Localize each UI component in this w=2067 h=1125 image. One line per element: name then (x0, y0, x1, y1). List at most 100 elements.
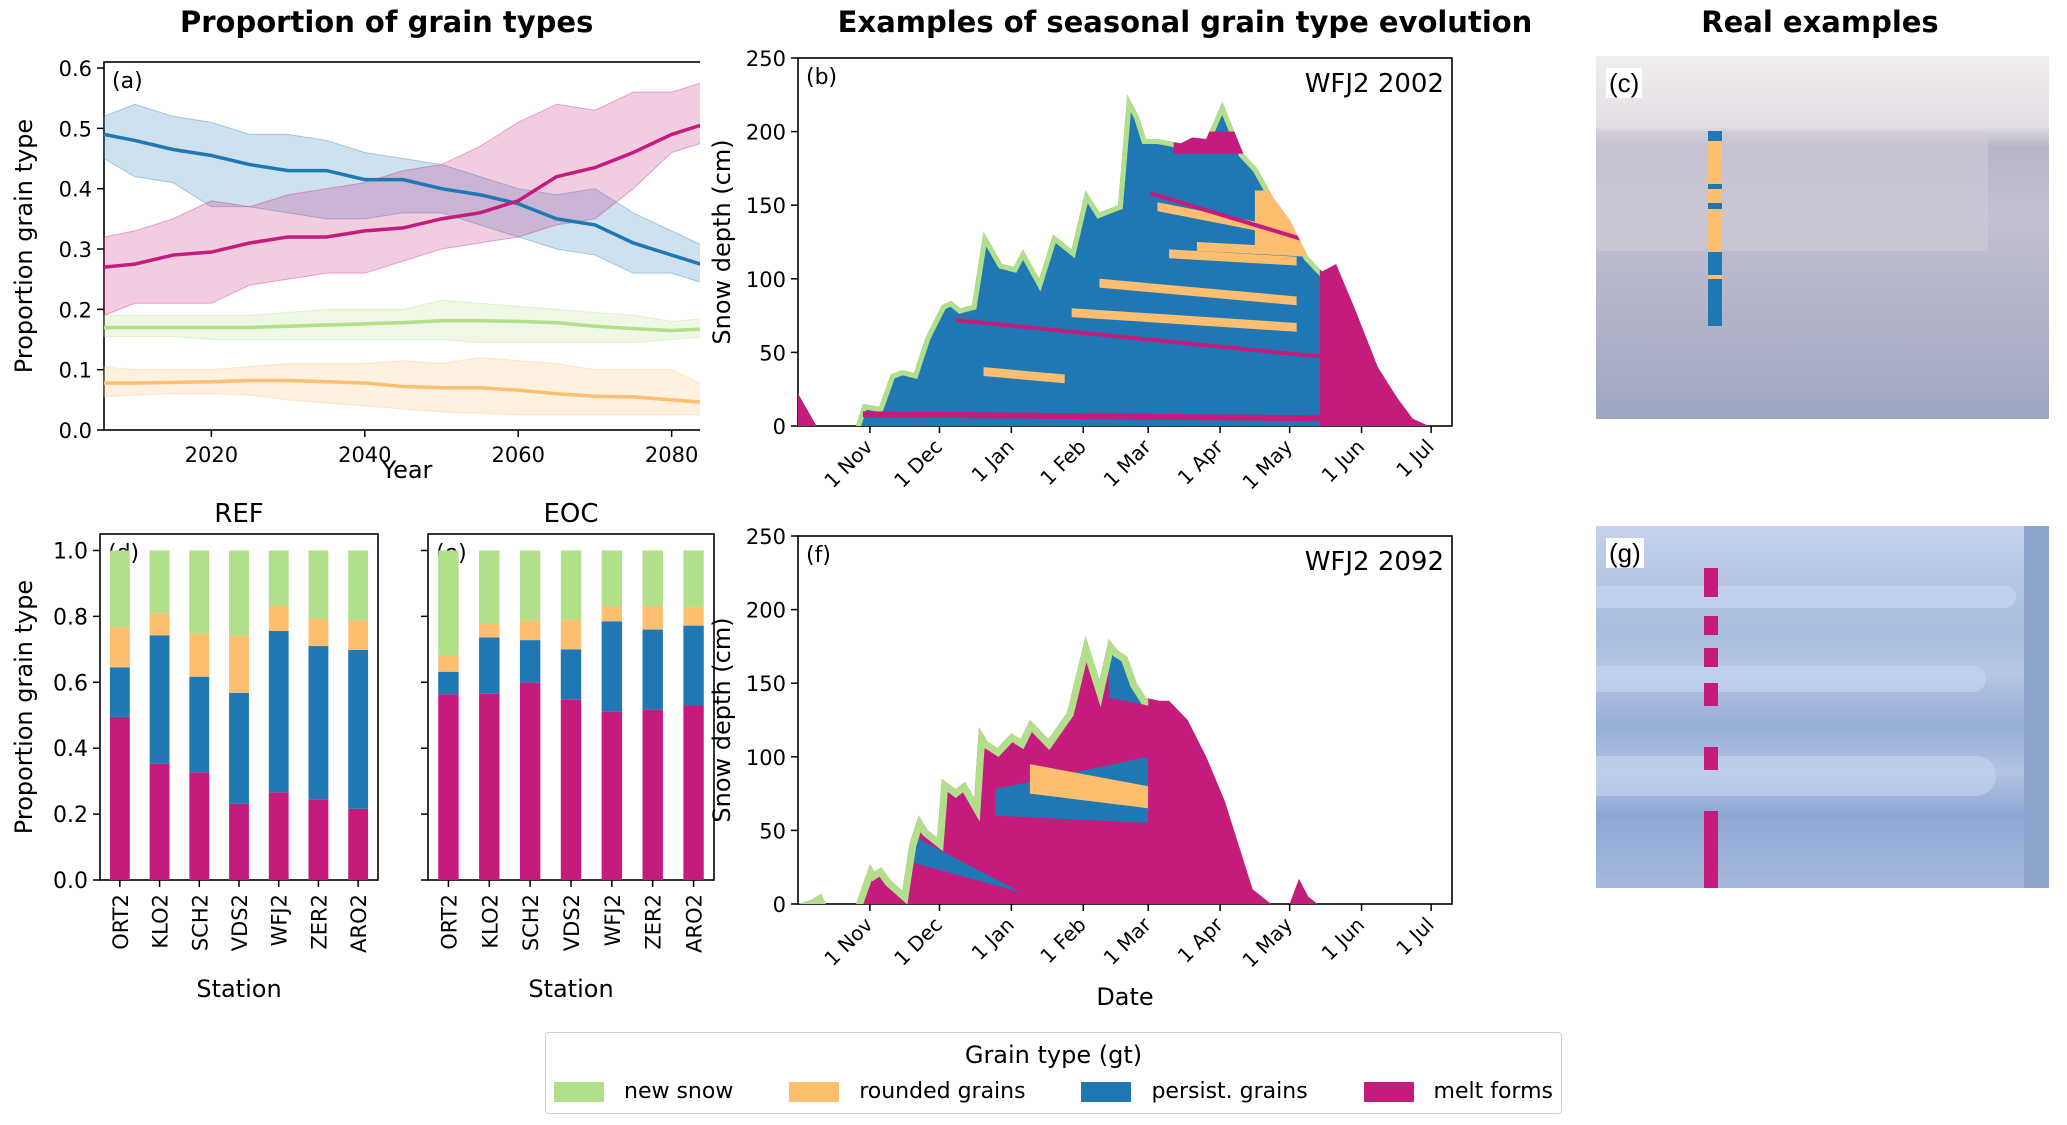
x-tick-label: ARO2 (683, 894, 707, 953)
x-tick-label: 1 Feb (1035, 435, 1091, 491)
legend-item-new-snow: new snow (554, 1079, 733, 1104)
y-tick-label: 0.2 (59, 298, 92, 322)
y-tick-label: 0.4 (59, 178, 92, 202)
bar-new_snow (308, 550, 329, 620)
title-proportion: Proportion of grain types (180, 5, 594, 39)
bar-persist_grains (642, 629, 663, 710)
grain-layers (798, 94, 1443, 427)
bar-new_snow (601, 550, 623, 607)
legend-title: Grain type (gt) (964, 1041, 1143, 1069)
bar-melt_forms (348, 808, 369, 880)
bar-rounded_grains (683, 607, 704, 626)
bar-melt_forms (189, 772, 210, 880)
x-tick-label: 1 Feb (1035, 913, 1091, 969)
panel-b-snow-depth-2002: 0 50 100 150 200 250 Snow depth (cm) (b) WFJ2 20… (708, 47, 1453, 494)
x-tick-label: 1 Nov (819, 912, 877, 970)
legend-label-rounded-grains: rounded grains (859, 1079, 1026, 1104)
x-tick-label: 1 May (1237, 434, 1297, 494)
layer-rounded-grains (1071, 308, 1297, 332)
x-tick-label: VDS2 (560, 894, 584, 951)
bar-new_snow (229, 550, 249, 636)
bar-persist_grains (519, 640, 541, 683)
x-tick-label: KLO2 (149, 894, 173, 949)
bar-persist_grains (560, 649, 582, 700)
y-tick-label: 250 (746, 47, 786, 71)
x-tick-label: 1 Jul (1391, 435, 1439, 483)
panel-label: (a) (112, 69, 143, 94)
y-tick-label: 50 (759, 341, 786, 365)
layer-melt-forms (1319, 94, 1443, 426)
grain-layers (798, 636, 1448, 904)
x-tick-label: 1 Mar (1099, 912, 1157, 970)
legend-swatch-melt-forms (1363, 1081, 1414, 1102)
bar-rounded_grains (189, 633, 210, 677)
x-tick-label: SCH2 (188, 894, 212, 951)
bar-rounded_grains (601, 606, 623, 622)
x-tick-label: 1 Mar (1099, 434, 1157, 492)
bar-rounded_grains (438, 655, 459, 672)
photo-g-layer-1 (1596, 586, 2016, 608)
profile-segment-persist-grains (1708, 279, 1722, 326)
layer-rounded-grains (1169, 249, 1297, 266)
bar-new_snow (109, 550, 130, 628)
layer-melt-forms (1148, 636, 1448, 904)
bar-new_snow (438, 550, 459, 656)
x-tick-label: 2020 (185, 443, 238, 467)
bar-persist_grains (601, 621, 623, 712)
bar-persist_grains (479, 637, 500, 694)
bar-new_snow (189, 550, 210, 634)
bar-melt_forms (642, 709, 663, 880)
x-tick-label: 1 Apr (1173, 912, 1228, 967)
x-tick-label: 1 May (1237, 912, 1297, 972)
bar-rounded_grains (642, 606, 663, 630)
bar-new_snow (149, 550, 170, 614)
x-axis-label: Station (528, 975, 613, 1003)
profile-segment-rounded-grains (1708, 189, 1722, 204)
bar-rounded_grains (479, 623, 500, 638)
station-year-annotation: WFJ2 2002 (1305, 69, 1444, 99)
x-tick-label: VDS2 (228, 894, 252, 951)
subplot-title: REF (214, 499, 263, 529)
profile-segment-melt-forms (1704, 616, 1718, 636)
bar-melt_forms (519, 682, 541, 880)
x-tick-label: ORT2 (437, 894, 461, 950)
x-axis-label: Year (381, 456, 433, 484)
profile-segment-melt-forms (1704, 683, 1718, 706)
y-tick-label: 50 (759, 819, 786, 843)
y-tick-label: 1.0 (53, 539, 88, 564)
y-tick-label: 0 (773, 415, 786, 439)
bar-persist_grains (438, 671, 459, 695)
bar-rounded_grains (109, 627, 130, 668)
photo-c-pit-wall (1596, 131, 1988, 251)
bar-melt_forms (560, 699, 582, 880)
layer-base (798, 636, 1448, 904)
bar-new_snow (519, 550, 541, 621)
bar-melt_forms (479, 693, 500, 880)
photo-c-surface (1596, 56, 2049, 128)
y-tick-label: 100 (746, 746, 786, 770)
legend: Grain type (gt) new snow rounded grains … (545, 1032, 1562, 1114)
profile-segment-rounded-grains (1708, 208, 1722, 252)
y-tick-label: 0.1 (59, 359, 92, 383)
layer-melt-crust (955, 318, 1337, 361)
legend-swatch-persist-grains (1081, 1081, 1132, 1102)
bar-rounded_grains (268, 605, 289, 631)
bar-persist_grains (308, 646, 329, 800)
bar-persist_grains (189, 676, 210, 773)
x-axis-label: Station (196, 975, 281, 1003)
layer-melt-crust (862, 411, 1355, 422)
legend-label-new-snow: new snow (624, 1079, 734, 1104)
x-tick-label: ARO2 (347, 894, 371, 953)
bar-melt_forms (683, 705, 704, 880)
profile-segment-melt-forms (1704, 568, 1718, 597)
plot-frame (103, 61, 700, 431)
bar-persist_grains (149, 635, 170, 764)
bar-melt_forms (438, 694, 459, 880)
bar-new_snow (683, 550, 704, 608)
profile-segment-persist-grains (1708, 183, 1722, 190)
layer-persist-grains (902, 830, 1021, 893)
profile-segment-rounded-grains (1708, 275, 1722, 280)
x-tick-label: 1 Jan (967, 435, 1019, 487)
photo-g-layer-2 (1596, 666, 1986, 692)
legend-item-melt-forms: melt forms (1363, 1079, 1553, 1104)
